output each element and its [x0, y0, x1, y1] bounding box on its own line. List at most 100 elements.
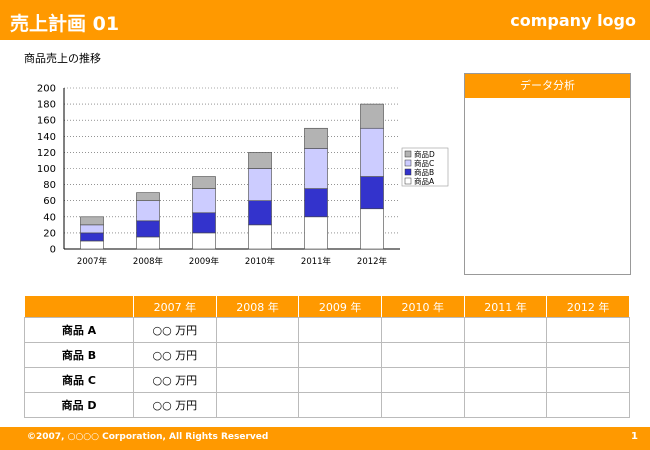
bar-segment [360, 103, 384, 129]
table-cell: ○○ 万円 [133, 392, 217, 418]
legend-swatch [404, 150, 412, 158]
y-tick-label: 140 [37, 132, 56, 143]
table-row: 商品 A ○○ 万円 [24, 317, 630, 343]
table-cell [463, 342, 548, 368]
y-tick-label: 60 [43, 196, 56, 207]
row-label: 商品 B [24, 342, 134, 368]
table-cell [298, 342, 382, 368]
bar-segment [304, 188, 328, 218]
y-tick-label: 120 [37, 148, 56, 159]
table-cell [380, 342, 465, 368]
legend-label: 商品C [414, 158, 434, 168]
table-cell: ○○ 万円 [133, 317, 217, 343]
page-title: 売上計画 01 [10, 13, 120, 35]
bar-segment [192, 188, 216, 214]
table-cell: ○○ 万円 [133, 367, 217, 393]
bar-segment [248, 224, 272, 250]
y-tick-label: 100 [37, 164, 56, 175]
bar-segment [136, 192, 160, 202]
table-header-cell: 2008 年 [215, 295, 300, 318]
table-row: 商品 B ○○ 万円 [24, 342, 630, 368]
table-cell [298, 392, 382, 418]
row-label: 商品 D [24, 392, 134, 418]
y-tick-label: 80 [43, 180, 56, 191]
bar-segment [192, 212, 216, 234]
table-cell [298, 317, 382, 343]
analysis-panel-title: データ分析 [465, 74, 630, 98]
bar-segment [80, 224, 104, 234]
bar-segment [360, 127, 384, 177]
bar-segment [136, 200, 160, 222]
table-cell [463, 317, 548, 343]
table-cell [463, 392, 548, 418]
bar-segment [304, 127, 328, 149]
section-subtitle: 商品売上の推移 [24, 52, 101, 65]
table-cell [463, 367, 548, 393]
sales-chart: 0 20 40 60 80 100 120 140 160 180 200 2007年 2008年 200… [37, 84, 449, 267]
legend-label: 商品B [414, 167, 434, 177]
y-tick-label: 40 [43, 212, 56, 223]
table-header-cell: 2010 年 [380, 295, 465, 318]
sales-table: 2007 年 2008 年 2009 年 2010 年 2011 年 2012 … [24, 295, 630, 418]
bar-segment [248, 152, 272, 169]
y-tick-label: 0 [50, 245, 56, 256]
table-cell [215, 367, 300, 393]
table-header-cell: 2011 年 [463, 295, 548, 318]
table-cell: ○○ 万円 [133, 342, 217, 368]
legend-swatch [404, 159, 412, 167]
legend-label: 商品D [414, 149, 435, 159]
row-label: 商品 C [24, 367, 134, 393]
bar-segment [192, 232, 216, 250]
footer-bar: ©2007, ○○○○ Corporation, All Rights Rese… [0, 427, 650, 450]
table-cell [546, 367, 630, 393]
table-header-cell [24, 295, 134, 318]
x-tick-label: 2008年 [133, 256, 164, 267]
table-cell [380, 392, 465, 418]
table-cell [215, 317, 300, 343]
bar-segment [248, 200, 272, 226]
table-cell [380, 317, 465, 343]
x-tick-label: 2012年 [357, 256, 388, 267]
table-header-row: 2007 年 2008 年 2009 年 2010 年 2011 年 2012 … [24, 295, 630, 318]
bar-segment [360, 208, 384, 250]
bar-segment [80, 240, 104, 250]
bar-segment [136, 236, 160, 250]
analysis-panel: データ分析 [464, 73, 631, 275]
y-tick-label: 160 [37, 116, 56, 127]
table-row: 商品 C ○○ 万円 [24, 367, 630, 393]
x-tick-label: 2011年 [301, 256, 332, 267]
page-number: 1 [631, 431, 638, 442]
bar-segment [360, 176, 384, 210]
x-tick-label: 2007年 [77, 256, 108, 267]
table-cell [380, 367, 465, 393]
legend-swatch [404, 168, 412, 176]
copyright-text: ©2007, ○○○○ Corporation, All Rights Rese… [27, 432, 269, 442]
y-tick-label: 20 [43, 228, 56, 239]
bar-segment [248, 168, 272, 202]
bar-segment [192, 176, 216, 189]
table-cell [546, 342, 630, 368]
x-tick-label: 2010年 [245, 256, 276, 267]
table-cell [546, 317, 630, 343]
bar-segment [304, 216, 328, 250]
x-tick-label: 2009年 [189, 256, 220, 267]
y-tick-label: 180 [37, 100, 56, 111]
company-logo: company logo [510, 11, 636, 30]
bar-segment [80, 216, 104, 226]
table-cell [215, 342, 300, 368]
table-cell [546, 392, 630, 418]
table-cell [298, 367, 382, 393]
bar-segment [136, 220, 160, 238]
bar-segment [304, 148, 328, 189]
table-header-cell: 2009 年 [298, 295, 382, 318]
table-row: 商品 D ○○ 万円 [24, 392, 630, 418]
y-tick-label: 200 [37, 84, 56, 95]
table-header-cell: 2007 年 [133, 295, 217, 318]
row-label: 商品 A [24, 317, 134, 343]
legend-label: 商品A [414, 176, 435, 186]
table-header-cell: 2012 年 [546, 295, 630, 318]
legend-swatch [404, 177, 412, 185]
table-cell [215, 392, 300, 418]
header-bar: 売上計画 01 company logo [0, 0, 650, 40]
bar-segment [80, 232, 104, 242]
